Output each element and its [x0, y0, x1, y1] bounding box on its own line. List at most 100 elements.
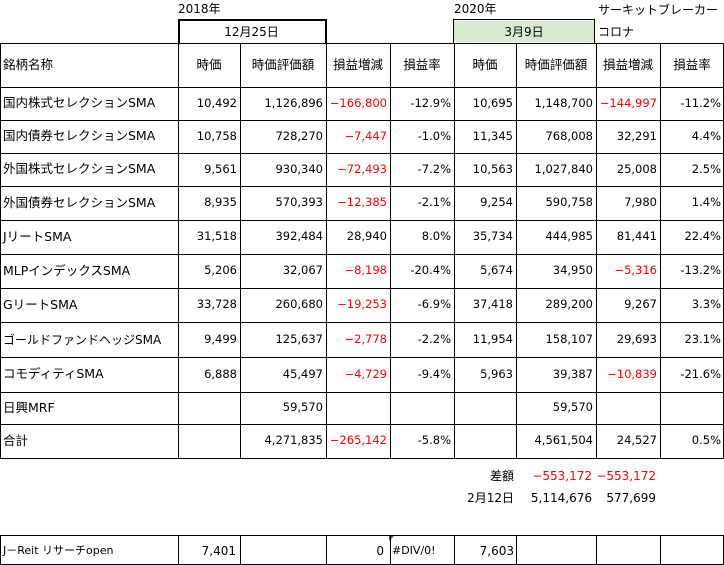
gain-2020[interactable]: 24,527	[616, 433, 657, 448]
price-2020[interactable]: 10,563	[472, 161, 513, 176]
price-2020[interactable]	[455, 424, 515, 458]
price-2020[interactable]: 11,954	[472, 331, 513, 346]
value-2020[interactable]: 444,985	[545, 229, 593, 244]
header-price-2018[interactable]: 時価	[196, 56, 222, 72]
header-gain-2020[interactable]: 損益増減	[602, 56, 653, 72]
rate-2018[interactable]	[391, 392, 453, 424]
price-2018[interactable]: 10,758	[196, 128, 237, 143]
feb12-value[interactable]: 5,114,676	[530, 491, 592, 505]
price-2018[interactable]: 8,935	[204, 195, 237, 210]
value-2020[interactable]: 158,107	[545, 331, 593, 346]
diff-gain[interactable]: −553,172	[596, 469, 656, 483]
stock-name[interactable]: 国内株式セレクションSMA	[3, 95, 156, 111]
gain-2020[interactable]: −144,997	[599, 95, 657, 110]
value-2018[interactable]: 45,497	[282, 366, 323, 381]
rate-2018[interactable]: -5.8%	[417, 433, 451, 448]
value-2018[interactable]: 392,484	[275, 229, 323, 244]
rate-2018[interactable]: -20.4%	[410, 263, 451, 278]
price-2018[interactable]: 9,561	[204, 161, 237, 176]
price-2018[interactable]: 9,499	[204, 331, 237, 346]
rate-2018[interactable]: -2.2%	[417, 331, 451, 346]
price-2018[interactable]: 33,728	[196, 297, 237, 312]
value-2020[interactable]: 59,570	[552, 400, 593, 415]
diff-label[interactable]: 差額	[489, 469, 514, 483]
gain-2018[interactable]: −72,493	[337, 161, 387, 176]
rate-2020[interactable]: -21.6%	[680, 366, 721, 381]
value-2018[interactable]: 570,393	[275, 195, 323, 210]
gain-2018[interactable]: −4,729	[344, 366, 387, 381]
stock-name[interactable]: 合計	[3, 432, 29, 448]
price-2018[interactable]	[179, 424, 239, 458]
value-2020[interactable]: 39,387	[552, 366, 593, 381]
stock-name[interactable]: 外国株式セレクションSMA	[3, 161, 156, 177]
stock-name[interactable]: GリートSMA	[3, 296, 78, 312]
gain-2020[interactable]: 9,267	[624, 297, 657, 312]
diff-value[interactable]: −553,172	[532, 469, 592, 483]
price-2020[interactable]: 5,963	[480, 366, 513, 381]
value-2020[interactable]: 768,008	[545, 128, 593, 143]
rate-2018[interactable]: -7.2%	[417, 161, 451, 176]
gain-2020[interactable]: 25,008	[616, 161, 657, 176]
rate-2018[interactable]: -12.9%	[410, 95, 451, 110]
gain-2018[interactable]	[327, 392, 389, 424]
header-value-2018[interactable]: 時価評価額	[251, 56, 315, 72]
feb12-label[interactable]: 2月12日	[467, 491, 514, 505]
gain-2020[interactable]: −5,316	[614, 263, 657, 278]
rate-2018[interactable]: 8.0%	[421, 229, 451, 244]
price-2018[interactable]: 5,206	[204, 263, 237, 278]
date-mar9-cell[interactable]: 3月9日	[454, 21, 594, 42]
rate-2020[interactable]: -11.2%	[680, 95, 721, 110]
gain-2018[interactable]: −12,385	[337, 195, 387, 210]
gain-2018[interactable]: −166,800	[329, 95, 387, 110]
rate-2020[interactable]: 1.4%	[691, 195, 721, 210]
header-stock-name[interactable]: 銘柄名称	[3, 56, 54, 72]
gain-2018[interactable]: −19,253	[337, 297, 387, 312]
rate-2020[interactable]: -13.2%	[680, 263, 721, 278]
stock-name[interactable]: ゴールドファンドヘッジSMA	[3, 332, 162, 347]
date-dec25-cell[interactable]: 12月25日	[224, 24, 279, 39]
value-2020[interactable]: 1,027,840	[534, 161, 593, 176]
rate-2020[interactable]: 23.1%	[684, 331, 721, 346]
rate-2018[interactable]: -6.9%	[417, 297, 451, 312]
header-price-2020[interactable]: 時価	[472, 56, 498, 72]
stock-name[interactable]: コモディティSMA	[3, 366, 104, 382]
rate-2020[interactable]: 4.4%	[691, 128, 721, 143]
value-2018[interactable]: 728,270	[275, 128, 323, 143]
gain-2018[interactable]: −8,198	[344, 263, 387, 278]
rate-2018[interactable]: -1.0%	[417, 128, 451, 143]
reit-name[interactable]: J－Reit リサーチopen	[3, 544, 114, 557]
price-2020[interactable]: 5,674	[480, 263, 513, 278]
value-2020[interactable]: 4,561,504	[534, 433, 593, 448]
header-value-2020[interactable]: 時価評価額	[524, 56, 588, 72]
value-2020[interactable]: 1,148,700	[534, 95, 593, 110]
rate-2020[interactable]	[661, 392, 723, 424]
value-2018[interactable]: 125,637	[275, 331, 323, 346]
price-2018[interactable]	[179, 392, 239, 424]
reit-rate-2018[interactable]: #DIV/0!	[392, 544, 436, 557]
value-2020[interactable]: 289,200	[545, 297, 593, 312]
stock-name[interactable]: 日興MRF	[3, 399, 55, 415]
value-2018[interactable]: 1,126,896	[264, 95, 323, 110]
value-2018[interactable]: 930,340	[275, 161, 323, 176]
stock-name[interactable]: 国内債券セレクションSMA	[3, 128, 156, 144]
stock-name[interactable]: 外国債券セレクションSMA	[3, 194, 156, 210]
rate-2018[interactable]: -9.4%	[417, 366, 451, 381]
reit-gain-2018[interactable]: 0	[376, 543, 384, 558]
rate-2018[interactable]: -2.1%	[417, 195, 451, 210]
gain-2020[interactable]: 29,693	[616, 331, 657, 346]
gain-2020[interactable]: 81,441	[616, 229, 657, 244]
value-2018[interactable]: 260,680	[275, 297, 323, 312]
price-2020[interactable]: 9,254	[480, 195, 513, 210]
rate-2020[interactable]: 0.5%	[691, 433, 721, 448]
feb12-gain[interactable]: 577,699	[606, 491, 656, 505]
gain-2020[interactable]: 7,980	[624, 195, 657, 210]
gain-2018[interactable]: −265,142	[329, 433, 387, 448]
gain-2018[interactable]: −2,778	[344, 331, 387, 346]
gain-2018[interactable]: 28,940	[346, 229, 387, 244]
header-rate-2018[interactable]: 損益率	[403, 56, 441, 72]
price-2018[interactable]: 10,492	[196, 95, 237, 110]
price-2018[interactable]: 6,888	[204, 366, 237, 381]
value-2018[interactable]: 4,271,835	[264, 433, 323, 448]
rate-2020[interactable]: 2.5%	[691, 161, 721, 176]
stock-name[interactable]: JリートSMA	[3, 228, 72, 244]
